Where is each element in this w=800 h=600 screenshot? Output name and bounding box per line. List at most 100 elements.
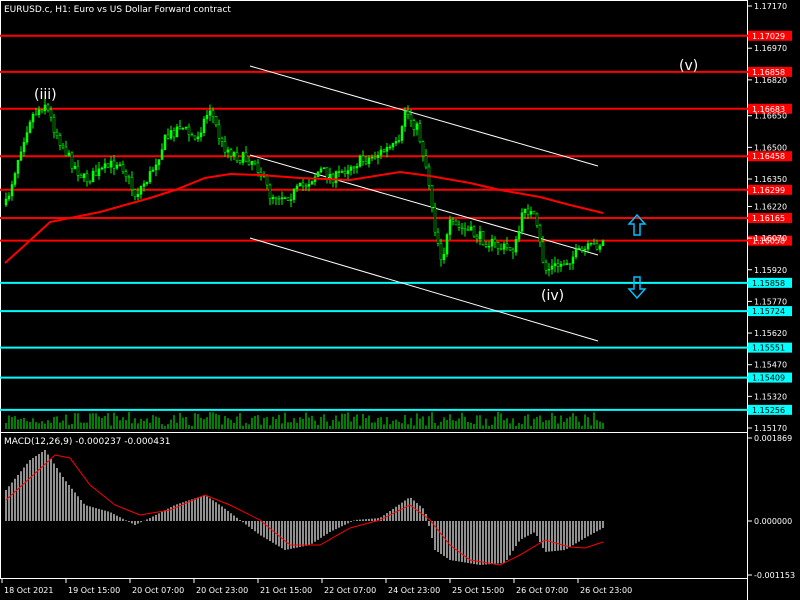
candle-body bbox=[133, 189, 137, 197]
price-tick-label: 1.15470 bbox=[754, 361, 787, 370]
candle-body bbox=[304, 185, 308, 188]
candle-body bbox=[325, 167, 329, 179]
macd-pane bbox=[5, 450, 604, 566]
candle-body bbox=[409, 114, 413, 121]
price-tick-label: 1.16970 bbox=[754, 44, 787, 53]
candle-body bbox=[70, 152, 74, 169]
support-level-label: 1.15409 bbox=[752, 374, 785, 383]
candle-body bbox=[205, 114, 209, 120]
candle-body bbox=[148, 171, 152, 183]
candle-body bbox=[4, 198, 8, 206]
candle-body bbox=[67, 152, 71, 156]
moving-average bbox=[4, 170, 604, 264]
candle-body bbox=[550, 265, 554, 270]
channel-line[interactable] bbox=[249, 65, 599, 167]
candle-body bbox=[289, 199, 293, 201]
resistance-level-tag bbox=[748, 235, 792, 246]
candle-body bbox=[355, 166, 359, 169]
arrow-down-icon bbox=[627, 276, 647, 300]
candle-body bbox=[445, 234, 449, 255]
candle-body bbox=[454, 220, 458, 226]
candle-body bbox=[589, 242, 593, 245]
support-level-tag bbox=[748, 277, 792, 288]
macd-title: MACD(12,26,9) -0.000237 -0.000431 bbox=[4, 437, 170, 447]
candle-body bbox=[118, 164, 122, 166]
candle-body bbox=[397, 140, 401, 142]
candle-body bbox=[22, 142, 26, 153]
wave-label-iii: (iii) bbox=[34, 87, 57, 103]
channel-line[interactable] bbox=[249, 237, 599, 342]
candle-body bbox=[382, 149, 386, 152]
time-tick-label: 24 Oct 23:00 bbox=[388, 586, 440, 595]
resistance-level-tag bbox=[748, 184, 792, 195]
candle-body bbox=[430, 185, 434, 208]
candle-body bbox=[388, 146, 392, 149]
candle-body bbox=[88, 181, 92, 184]
candle-body bbox=[514, 238, 518, 253]
candle-body bbox=[460, 227, 464, 229]
candle-body bbox=[25, 132, 29, 143]
support-level-tag bbox=[748, 404, 792, 415]
candle-body bbox=[559, 263, 563, 267]
candle-body bbox=[208, 110, 212, 116]
candle-body bbox=[13, 173, 17, 185]
time-tick-label: 21 Oct 15:00 bbox=[260, 586, 312, 595]
candle-body bbox=[127, 176, 131, 179]
candle-body bbox=[403, 111, 407, 127]
time-tick-label: 26 Oct 23:00 bbox=[580, 586, 632, 595]
candle-body bbox=[199, 132, 203, 138]
candle-body bbox=[43, 104, 47, 112]
candle-body bbox=[508, 247, 512, 251]
candle-body bbox=[547, 269, 551, 271]
candle-body bbox=[391, 142, 395, 148]
resistance-level-label: 1.16858 bbox=[752, 68, 785, 77]
candle-body bbox=[277, 198, 281, 200]
candle-body bbox=[451, 219, 455, 222]
support-level-label: 1.15551 bbox=[752, 344, 785, 353]
time-tick-label: 26 Oct 07:00 bbox=[516, 586, 568, 595]
candle-body bbox=[520, 212, 524, 232]
candle-body bbox=[58, 135, 62, 146]
candle-body bbox=[553, 263, 557, 267]
price-levels: 1.17029 1.16858 1.16683 1.16458 1.16299 1.161… bbox=[0, 30, 792, 415]
candle-body bbox=[583, 248, 587, 251]
plot-frame bbox=[0, 0, 748, 579]
candle-body bbox=[124, 171, 128, 178]
candle-body bbox=[64, 146, 68, 156]
candle-body bbox=[484, 244, 488, 247]
candle-body bbox=[376, 154, 380, 159]
price-tick-label: 1.16220 bbox=[754, 202, 787, 211]
candle-body bbox=[292, 188, 296, 200]
support-level-tag bbox=[748, 342, 792, 353]
candle-body bbox=[565, 263, 569, 265]
candle-body bbox=[265, 175, 269, 186]
candle-body bbox=[358, 155, 362, 167]
resistance-level-label: 1.16058 bbox=[752, 237, 785, 246]
candle-body bbox=[121, 164, 125, 172]
candle-body bbox=[109, 160, 113, 168]
candle-body bbox=[385, 147, 389, 152]
candle-body bbox=[91, 170, 95, 183]
candle-body bbox=[97, 168, 101, 177]
resistance-level-label: 1.16683 bbox=[752, 105, 785, 114]
candle-body bbox=[223, 141, 227, 153]
wave-label-v: (v) bbox=[679, 58, 698, 74]
candle-body bbox=[307, 183, 311, 187]
candle-body bbox=[310, 181, 314, 185]
candle-body bbox=[274, 197, 278, 199]
candle-body bbox=[160, 149, 164, 160]
candle-body bbox=[184, 126, 188, 129]
candle-body bbox=[556, 263, 560, 267]
candle-body bbox=[253, 160, 257, 164]
candle-body bbox=[286, 197, 290, 201]
candle-body bbox=[529, 211, 533, 215]
price-tick-label: 1.15620 bbox=[754, 329, 787, 338]
candle-body bbox=[472, 226, 476, 237]
candle-body bbox=[568, 263, 572, 265]
candle-body bbox=[493, 238, 497, 244]
candle-body bbox=[214, 116, 218, 126]
price-tick-label: 1.15170 bbox=[754, 424, 787, 433]
candle-body bbox=[172, 130, 176, 138]
candle-body bbox=[229, 149, 233, 157]
